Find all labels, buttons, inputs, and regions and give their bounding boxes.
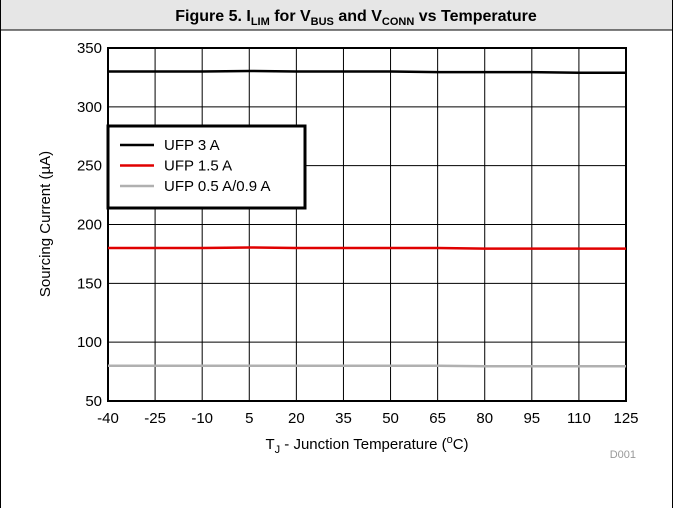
x-tick-label: -10 <box>191 410 213 427</box>
title-part: Figure 5. I <box>175 8 251 25</box>
x-tick-label: 65 <box>429 410 446 427</box>
title-sub: LIM <box>251 16 270 28</box>
series-line <box>108 246 626 250</box>
header-band <box>0 0 673 30</box>
y-tick-label: 50 <box>85 393 102 410</box>
x-tick-label: 125 <box>613 410 638 427</box>
legend-label: UFP 3 A <box>164 137 220 154</box>
x-tick-label: 95 <box>523 410 540 427</box>
x-tick-label: 5 <box>245 410 253 427</box>
title-sub: CONN <box>382 16 414 28</box>
x-label-part: T <box>265 436 274 453</box>
x-tick-label: -40 <box>97 410 119 427</box>
y-tick-label: 200 <box>77 217 102 234</box>
y-tick-label: 150 <box>77 275 102 292</box>
plot-frame <box>107 47 627 402</box>
y-tick-label: 350 <box>77 40 102 57</box>
figure-id: D001 <box>610 449 636 461</box>
x-label-part: C) <box>453 436 469 453</box>
x-tick-label: -25 <box>144 410 166 427</box>
x-axis-label: TJ - Junction Temperature (oC) <box>265 434 468 456</box>
x-tick-label: 80 <box>476 410 493 427</box>
x-tick-label: 50 <box>382 410 399 427</box>
legend-box <box>106 124 307 210</box>
y-tick-label: 300 <box>77 99 102 116</box>
chart-title: Figure 5. ILIM for VBUS and VCONN vs Tem… <box>175 8 537 28</box>
title-part: and V <box>334 8 382 25</box>
legend-label: UFP 1.5 A <box>164 158 232 175</box>
y-tick-label: 250 <box>77 158 102 175</box>
x-label-part: - Junction Temperature ( <box>280 436 446 453</box>
title-part: vs Temperature <box>414 8 537 25</box>
x-tick-label: 35 <box>335 410 352 427</box>
x-tick-label: 20 <box>288 410 305 427</box>
x-label-sub: J <box>275 444 281 456</box>
series-line <box>108 69 626 74</box>
x-tick-label: 110 <box>567 410 591 427</box>
title-sub: BUS <box>311 16 334 28</box>
title-part: for V <box>270 8 311 25</box>
legend-label: UFP 0.5 A/0.9 A <box>164 178 270 195</box>
y-tick-label: 100 <box>77 334 102 351</box>
series-line <box>108 364 626 368</box>
y-axis-label: Sourcing Current (µA) <box>37 151 54 297</box>
x-label-sup: o <box>447 434 453 446</box>
